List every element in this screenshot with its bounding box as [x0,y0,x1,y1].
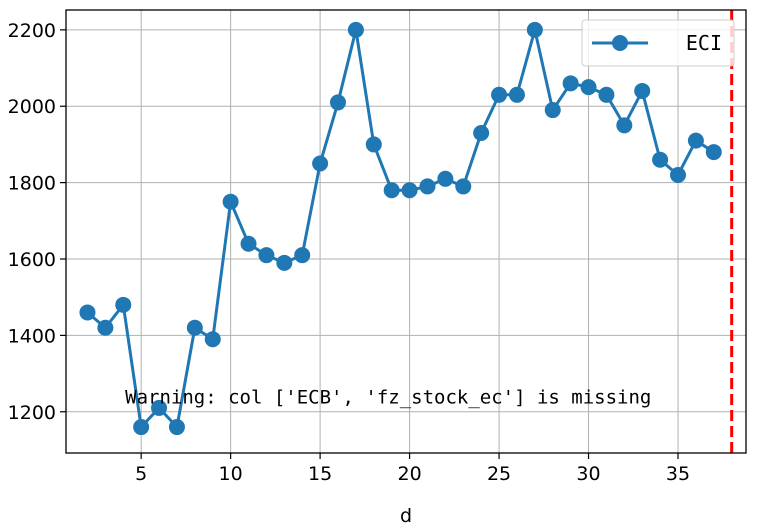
data-point [115,296,132,313]
data-point [186,319,203,336]
data-point [79,304,96,321]
data-point [562,75,579,92]
data-point [401,182,418,199]
series-layer [79,21,722,436]
y-tick-label: 2000 [8,96,56,118]
data-point [652,151,669,168]
data-point [133,419,150,436]
data-point [276,254,293,271]
data-point [383,182,400,199]
data-point [580,79,597,96]
data-point [526,21,543,38]
data-point [687,132,704,149]
y-axis-ticks: 1200 1400 1600 1800 2000 2200 [8,20,66,424]
y-tick-label: 2200 [8,20,56,42]
data-point [491,86,508,103]
data-point [347,21,364,38]
data-point [455,178,472,195]
x-tick-label: 30 [576,463,600,485]
data-point [258,247,275,264]
y-tick-label: 1800 [8,173,56,195]
x-tick-label: 10 [219,463,243,485]
legend-label-eci: ECI [686,31,722,55]
legend-marker [612,35,628,51]
data-point [437,170,454,187]
data-point [544,102,561,119]
legend: ECI [581,19,735,67]
data-point [419,178,436,195]
series-line-eci [86,28,715,429]
y-tick-label: 1400 [8,325,56,347]
data-point [670,166,686,183]
legend-box [581,19,735,67]
data-point [151,399,168,416]
data-point [204,331,221,348]
data-point [222,193,239,210]
x-tick-label: 5 [135,463,147,485]
data-point [240,235,257,252]
data-point [330,94,346,111]
warning-annotation: Warning: col ['ECB', 'fz_stock_ec'] is m… [125,386,651,408]
x-tick-label: 35 [666,463,690,485]
data-point [508,86,525,103]
x-axis-label: d [400,505,412,526]
x-tick-label: 15 [308,463,332,485]
data-point [97,319,114,336]
data-point [634,82,651,99]
plot-frame [65,9,747,454]
y-tick-label: 1600 [8,249,56,271]
data-point [598,86,615,103]
data-point [705,144,722,161]
x-tick-label: 25 [487,463,511,485]
data-point [294,247,311,264]
data-point [312,155,329,172]
x-tick-label: 20 [397,463,421,485]
data-point [365,136,382,153]
data-point [473,124,490,141]
x-axis-ticks: 5 10 15 20 25 30 35 [135,453,690,485]
y-tick-label: 1200 [8,402,56,424]
data-point [168,419,185,436]
data-point [616,117,633,134]
